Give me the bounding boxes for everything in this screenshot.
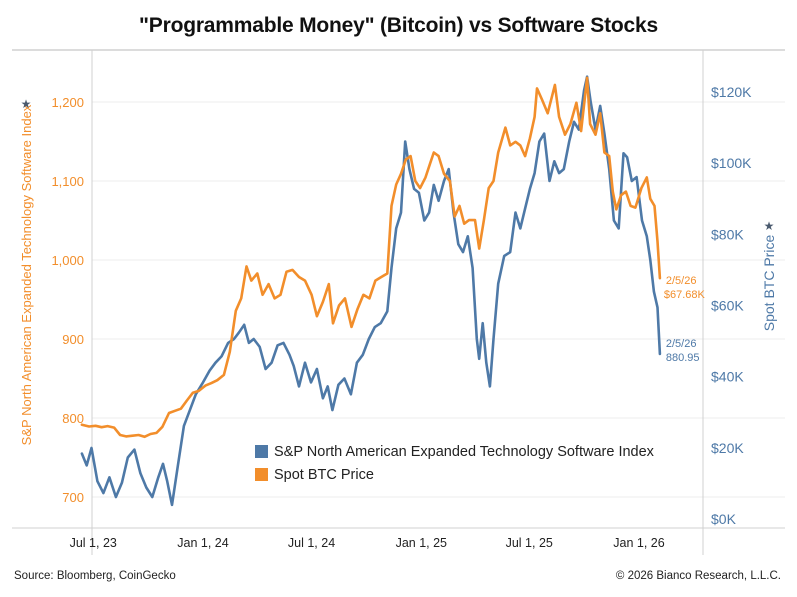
axis-titles: S&P North American Expanded Technology S… xyxy=(19,97,777,445)
left-tick-label: 1,000 xyxy=(51,253,84,268)
left-tick-label: 1,100 xyxy=(51,174,84,189)
legend-label-software: S&P North American Expanded Technology S… xyxy=(274,443,654,460)
software-end-value: 880.95 xyxy=(666,352,700,364)
left-axis-ticks: 700 800 900 1,000 1,100 1,200 xyxy=(51,95,84,505)
right-tick-label: $40K xyxy=(711,369,744,385)
legend-item-software[interactable]: S&P North American Expanded Technology S… xyxy=(255,440,654,463)
x-tick-label: Jan 1, 25 xyxy=(396,536,447,550)
right-axis-pin-icon: ★ xyxy=(764,219,775,233)
right-axis-title: Spot BTC Price xyxy=(761,235,777,332)
left-tick-label: 800 xyxy=(62,411,84,426)
legend-label-btc: Spot BTC Price xyxy=(274,466,374,483)
btc-end-value: $67.68K xyxy=(664,289,706,301)
series-lines xyxy=(80,75,662,507)
left-tick-label: 1,200 xyxy=(51,95,84,110)
x-tick-label: Jan 1, 26 xyxy=(613,536,664,550)
x-tick-label: Jul 1, 24 xyxy=(288,536,335,550)
x-tick-label: Jan 1, 24 xyxy=(177,536,228,550)
right-tick-label: $60K xyxy=(711,298,744,314)
gridlines xyxy=(92,101,785,498)
x-tick-label: Jul 1, 25 xyxy=(506,536,553,550)
chart-title: "Programmable Money" (Bitcoin) vs Softwa… xyxy=(139,14,658,37)
axes xyxy=(12,49,785,555)
right-tick-label: $100K xyxy=(711,155,752,171)
left-axis-title: S&P North American Expanded Technology S… xyxy=(19,104,34,445)
source-note: Source: Bloomberg, CoinGecko xyxy=(14,570,176,582)
left-tick-label: 700 xyxy=(62,490,84,505)
right-tick-label: $120K xyxy=(711,84,752,100)
legend: S&P North American Expanded Technology S… xyxy=(255,440,654,486)
right-tick-label: $0K xyxy=(711,511,737,527)
legend-item-btc[interactable]: Spot BTC Price xyxy=(255,463,654,486)
software-end-date: 2/5/26 xyxy=(666,338,697,350)
btc-end-date: 2/5/26 xyxy=(666,275,697,287)
btc-price-line xyxy=(80,76,662,439)
left-axis-pin-icon: ★ xyxy=(21,97,32,111)
right-tick-label: $80K xyxy=(711,226,744,242)
legend-swatch-software xyxy=(255,445,268,458)
right-axis-ticks: $0K $20K $40K $60K $80K $100K $120K xyxy=(711,84,752,527)
x-tick-label: Jul 1, 23 xyxy=(70,536,117,550)
end-labels: 2/5/26 880.95 2/5/26 $67.68K xyxy=(664,275,706,364)
legend-swatch-btc xyxy=(255,468,268,481)
copyright-note: © 2026 Bianco Research, L.L.C. xyxy=(615,570,781,582)
x-axis-ticks: Jul 1, 23 Jan 1, 24 Jul 1, 24 Jan 1, 25 Jul … xyxy=(70,536,665,550)
right-tick-label: $20K xyxy=(711,440,744,456)
left-tick-label: 900 xyxy=(62,332,84,347)
